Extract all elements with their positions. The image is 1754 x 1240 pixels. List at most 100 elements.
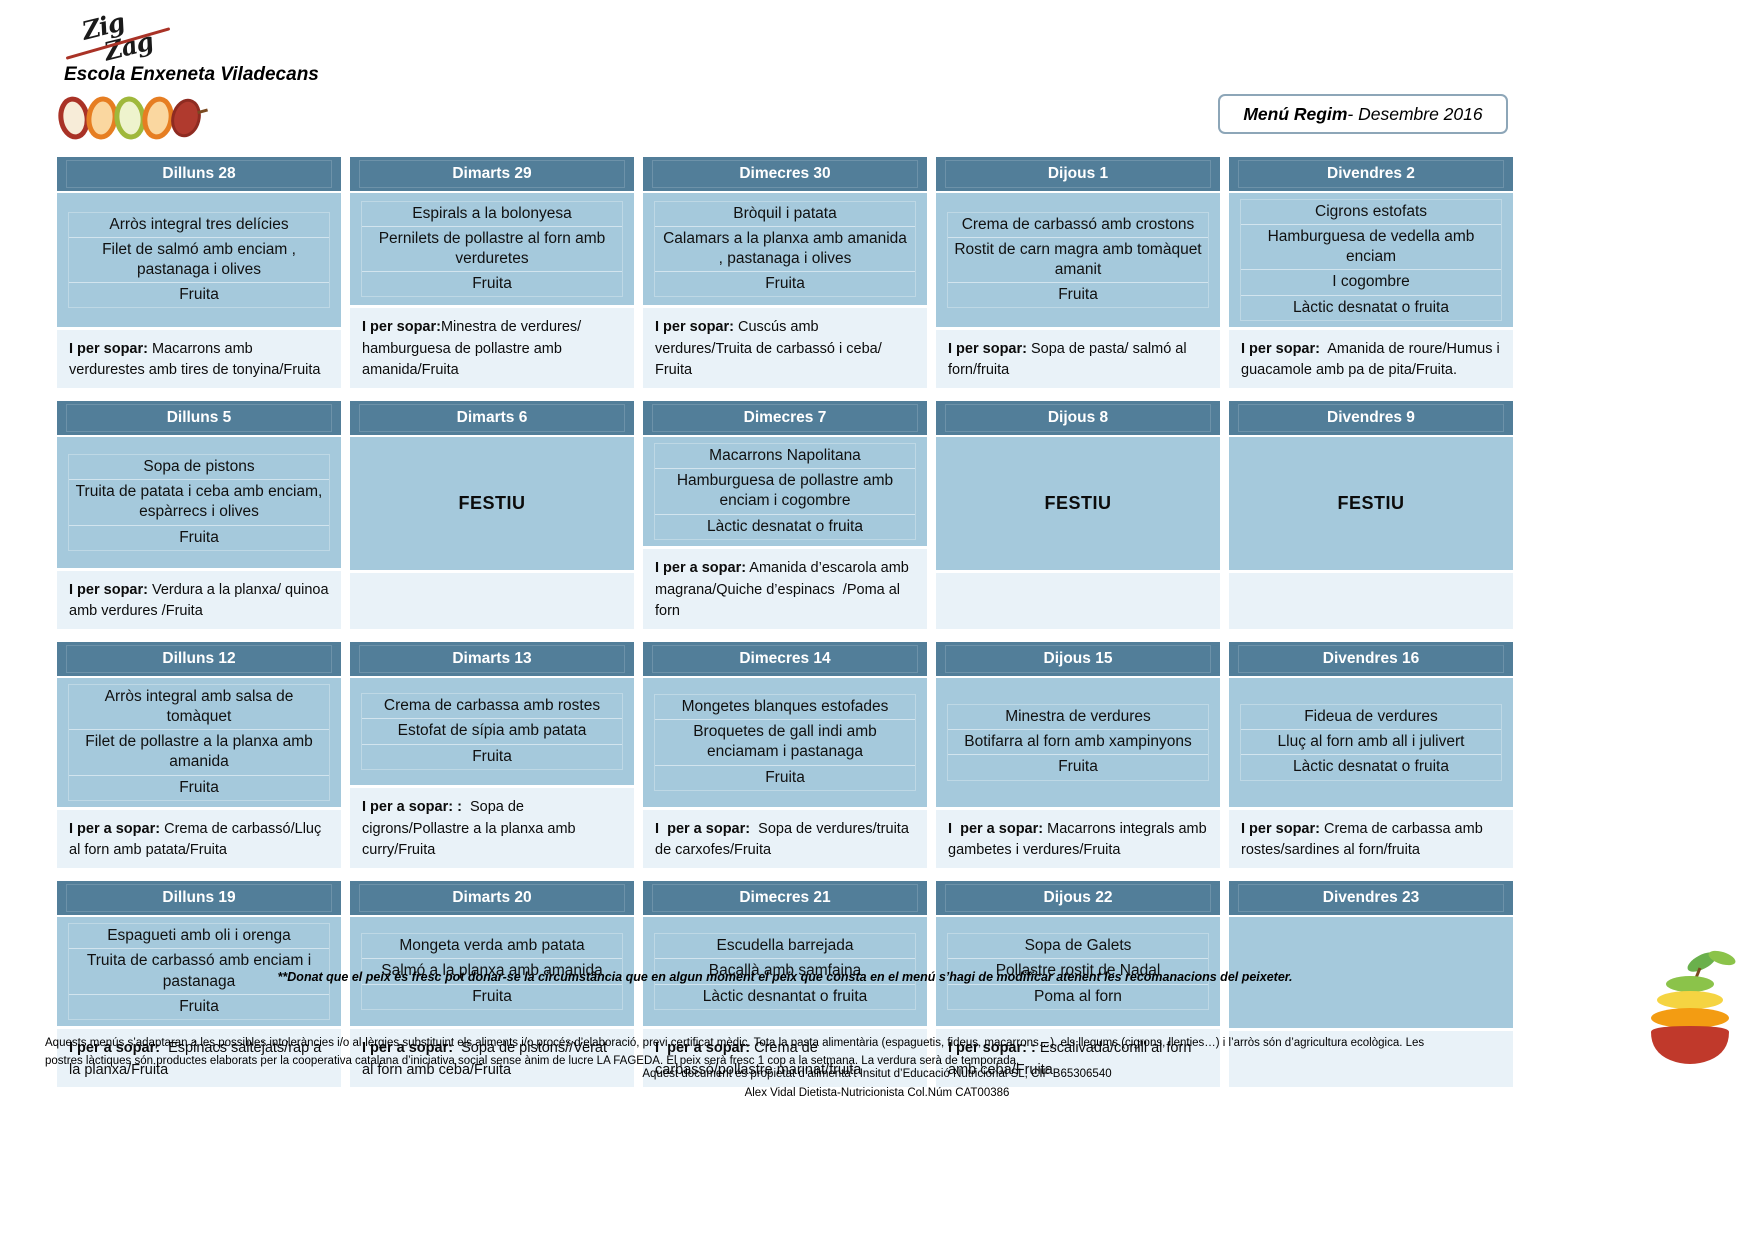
lunch-cell: Bròquil i patata Calamars a la planxa amb… [643,193,927,305]
lunch-item: Fruita [948,281,1208,307]
lunch-item: Poma al forn [948,983,1208,1009]
lunch-item: Filet de pollastre a la planxa amb amani… [69,729,329,774]
day-column: Dimarts 29 Espirals a la bolonyesa Pernile… [350,157,634,389]
dinner-text: Amanida d’escarola amb magrana/Quiche d’… [655,559,913,620]
lunch-item: Hamburguesa de vedella amb enciam [1241,224,1501,269]
dinner-cell [936,573,1220,630]
dinner-text: Cuscús amb verdures/Truita de carbassó i… [655,318,886,379]
lunch-item: Fideua de verdures [1304,708,1438,726]
lunch-cell: Macarrons Napolitana Hamburguesa de polla… [643,437,927,546]
dinner-text: Macarrons amb verdurestes amb tires de t… [69,340,321,379]
lunch-cell: Crema de carbassó amb crostons Rostit de … [936,193,1220,327]
lunch-items-box: Minestra de verdures Botifarra al forn am… [948,705,1208,779]
day-header: Dimarts 13 [350,642,634,677]
lunch-items-box: Sopa de Galets Pollastre rostit de Nadal P… [948,934,1208,1008]
lunch-item: Broquetes de gall indi amb enciamam i pa… [655,719,915,764]
dinner-cell: I per a sopar: Amanida d’escarola amb ma… [643,548,927,630]
lunch-item: Làctic desnatat o fruita [1241,754,1501,779]
dinner-label: I per a sopar: [655,820,751,837]
lunch-items-box: Crema de carbassa amb rostes Estofat de s… [362,694,622,768]
lunch-item: Làctic desnatat o fruita [1241,294,1501,320]
lunch-items-box: Mongetes blanques estofades Broquetes de … [655,695,915,790]
lunch-items-box: Espagueti amb oli i orenga Truita de carb… [69,924,329,1019]
lunch-items-box: Sopa de pistons Truita de patata i ceba a… [69,455,329,550]
day-header: Divendres 9 [1229,401,1513,436]
dinner-cell: I per a sopar: Macarrons integrals amb g… [936,809,1220,869]
day-header: Dimecres 21 [643,881,927,916]
day-header: Divendres 2 [1229,157,1513,191]
dinner-label: I per a sopar: [362,1039,454,1056]
day-column: Dimecres 30 Bròquil i patata Calamars a la… [643,157,927,389]
dinner-label: I per sopar: : [948,1039,1036,1056]
dinner-cell: I per a sopar: Espinacs saltejats/rap a … [57,1028,341,1088]
day-header: Dimarts 6 [350,401,634,436]
lunch-items-box: Fideua de verdures Lluç al forn amb all i… [1241,705,1501,779]
dinner-label: I per a sopar: [69,820,161,837]
lunch-item: Fruita [362,983,622,1009]
lunch-item: Bròquil i patata [733,204,837,222]
day-header: Dimecres 30 [643,157,927,191]
lunch-cell: Espagueti amb oli i orenga Truita de carb… [57,917,341,1026]
lunch-item: Estofat de sípia amb patata [362,718,622,743]
day-column: Dilluns 12 Arròs integral amb salsa de to… [57,642,341,869]
lunch-items-box: Mongeta verda amb patata Salmó a la planx… [362,934,622,1008]
lunch-item: Crema de carbassó amb crostons [961,215,1195,233]
lunch-cell: FESTIU [1229,437,1513,571]
day-column: Divendres 9 FESTIU [1229,401,1513,630]
day-header: Dimecres 7 [643,401,927,436]
lunch-item: Sopa de Galets [1024,937,1132,955]
document-ownership-line: Aquest document és propietat d’alimenta’… [642,1068,1112,1080]
day-header: Divendres 16 [1229,642,1513,677]
dinner-cell: I per sopar:Minestra de verdures/ hambur… [350,307,634,389]
fruit-apple-image [1638,948,1742,1071]
day-column: Dilluns 19 Espagueti amb oli i orenga Trui… [57,881,341,1088]
day-header: Dilluns 28 [57,157,341,191]
lunch-cell: FESTIU [350,437,634,571]
day-header: Dimarts 20 [350,881,634,916]
lunch-cell: Mongeta verda amb patata Salmó a la planx… [350,917,634,1026]
lunch-item: Fruita [655,271,915,296]
lunch-item: Mongetes blanques estofades [681,698,889,716]
day-column: Dilluns 28 Arròs integral tres delícies Fi… [57,157,341,389]
lunch-item: Espirals a la bolonyesa [412,204,572,222]
day-column: Dijous 22 Sopa de Galets Pollastre rostit … [936,881,1220,1088]
lunch-item: Mongeta verda amb patata [399,937,585,955]
day-header: Divendres 23 [1229,881,1513,916]
lunch-cell: Crema de carbassa amb rostes Estofat de s… [350,678,634,785]
day-column: Dimecres 14 Mongetes blanques estofades Br… [643,642,927,869]
day-header: Dijous 8 [936,401,1220,436]
dinner-label: I per sopar: [1241,820,1320,837]
menu-title-rest: - Desembre 2016 [1347,103,1483,124]
lunch-item: Macarrons Napolitana [709,447,861,465]
lunch-item: Fruita [69,524,329,550]
lunch-items-box: Arròs integral amb salsa de tomàquet File… [69,685,329,800]
lunch-item: Crema de carbassa amb rostes [383,697,601,715]
lunch-item: Fruita [362,271,622,296]
lunch-item: Bacallà amb samfaina [655,958,915,983]
day-header: Dilluns 19 [57,881,341,916]
week-row: Dilluns 19 Espagueti amb oli i orenga Trui… [57,881,1513,1088]
dinner-text: Sopa de pistons//Verat al forn amb ceba/… [362,1039,612,1078]
dinner-label: I per a sopar: [69,1039,161,1056]
week-row: Dilluns 12 Arròs integral amb salsa de to… [57,642,1513,869]
festiu-label: FESTIU [1337,493,1405,514]
day-header: Dijous 1 [936,157,1220,191]
week-row: Dilluns 28 Arròs integral tres delícies Fi… [57,157,1513,389]
dinner-label: I per sopar: [1241,340,1320,357]
menu-weeks: Dilluns 28 Arròs integral tres delícies Fi… [57,157,1513,1100]
lunch-item: Cigrons estofats [1315,203,1427,220]
lunch-items-box: Macarrons Napolitana Hamburguesa de polla… [655,444,915,539]
lunch-cell: Sopa de Galets Pollastre rostit de Nadal P… [936,917,1220,1026]
day-column: Dimarts 20 Mongeta verda amb patata Salmó … [350,881,634,1088]
dinner-cell: I per a sopar: Crema de carbassó/Lluç al… [57,809,341,869]
dinner-label: I per a sopar: [948,820,1044,837]
lunch-item: Fruita [948,754,1208,779]
dinner-cell: I per sopar: Amanida de roure/Humus i gu… [1229,329,1513,389]
lunch-item: Rostit de carn magra amb tomàquet amanit [948,236,1208,282]
dinner-label: I per sopar: [69,581,148,598]
lunch-cell: Minestra de verdures Botifarra al forn am… [936,678,1220,807]
dinner-text: Sopa de cigrons/Pollastre a la planxa am… [362,798,580,859]
lunch-item: Arròs integral tres delícies [109,215,289,233]
dinner-cell [1229,1031,1513,1088]
